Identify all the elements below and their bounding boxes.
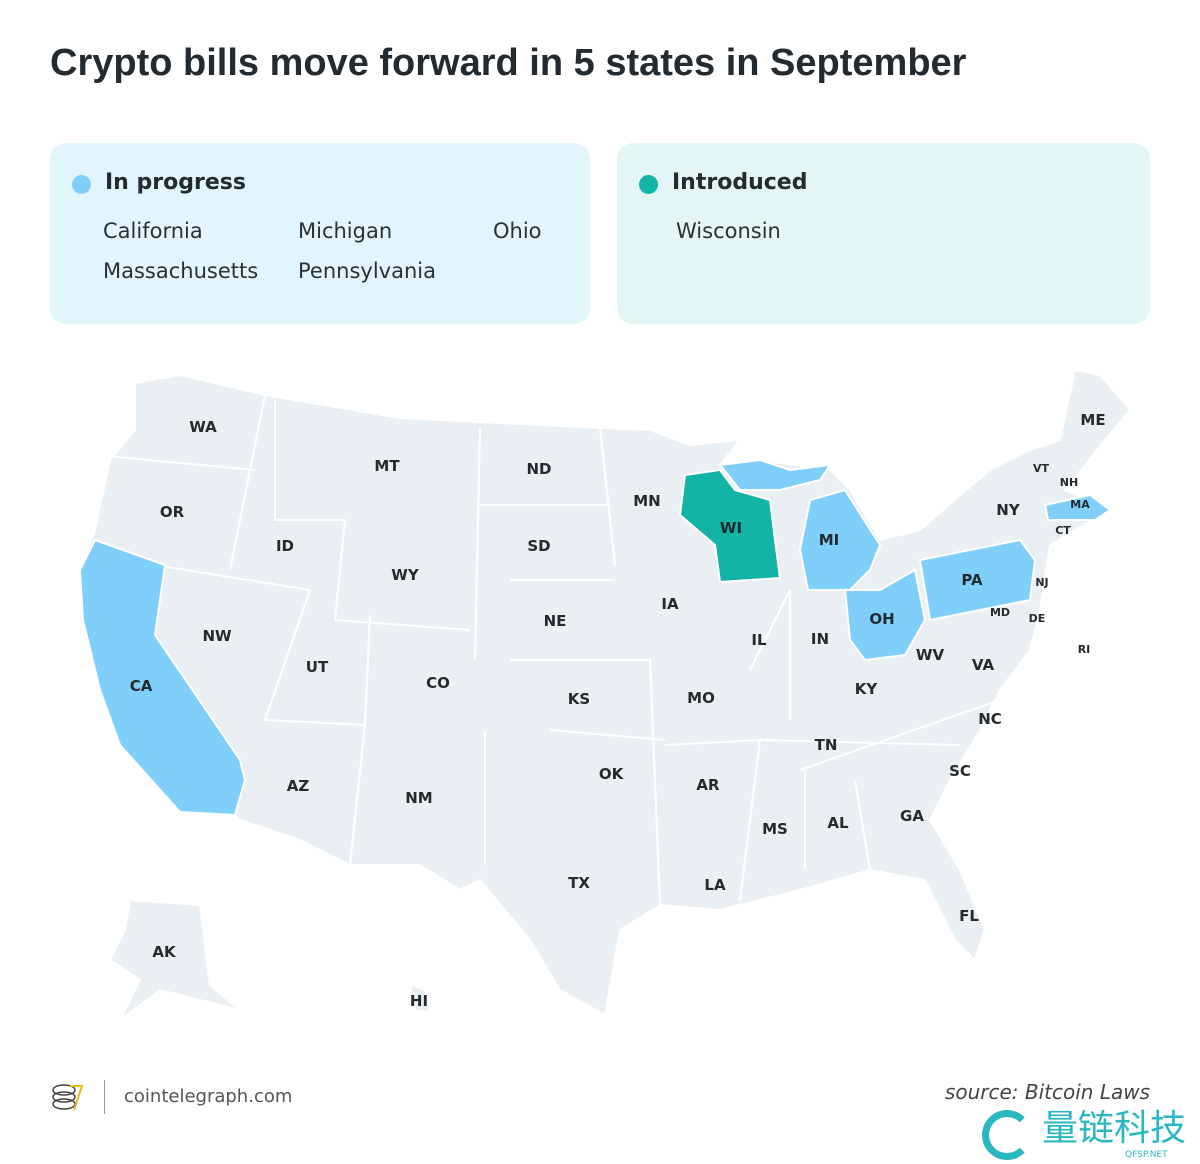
- legend-heading: In progress: [105, 170, 246, 195]
- state-label-sc: SC: [949, 762, 971, 780]
- watermark-logo-icon: [982, 1110, 1032, 1160]
- legend-state: Ohio: [493, 219, 542, 243]
- state-label-pa: PA: [961, 571, 983, 589]
- state-label-ok: OK: [599, 765, 625, 783]
- state-label-ct: CT: [1055, 524, 1071, 537]
- state-label-wv: WV: [916, 646, 945, 664]
- state-label-ga: GA: [900, 807, 924, 825]
- state-label-ca: CA: [130, 677, 153, 695]
- state-label-wa: WA: [189, 418, 217, 436]
- state-label-id: ID: [276, 537, 294, 555]
- state-label-wi: WI: [720, 519, 742, 537]
- state-label-fl: FL: [959, 907, 979, 925]
- footer-divider: [104, 1080, 105, 1114]
- state-label-ut: UT: [306, 658, 329, 676]
- state-label-nc: NC: [978, 710, 1002, 728]
- hawaii-shape: [408, 983, 432, 1014]
- state-label-or: OR: [160, 503, 185, 521]
- state-label-mn: MN: [633, 492, 660, 510]
- state-label-ar: AR: [696, 776, 720, 794]
- state-pennsylvania: [918, 538, 1037, 622]
- legend-state: Massachusetts: [103, 259, 259, 283]
- legend-heading: Introduced: [672, 170, 808, 195]
- alaska-shape: [108, 898, 241, 1021]
- state-california: [78, 538, 247, 817]
- state-label-ri: RI: [1078, 643, 1091, 656]
- state-massachusetts: [1043, 493, 1112, 521]
- state-label-mo: MO: [687, 689, 715, 707]
- state-label-la: LA: [704, 876, 726, 894]
- state-label-al: AL: [827, 814, 849, 832]
- state-label-nh: NH: [1060, 476, 1078, 489]
- legend-state: Wisconsin: [676, 219, 781, 243]
- legend-state: California: [103, 219, 203, 243]
- state-ohio: [843, 568, 927, 662]
- state-label-in: IN: [811, 630, 829, 648]
- state-label-nd: ND: [526, 460, 551, 478]
- state-label-nm: NM: [405, 789, 432, 807]
- state-label-ny: NY: [996, 501, 1021, 519]
- state-label-sd: SD: [527, 537, 550, 555]
- brand-link[interactable]: cointelegraph.com: [124, 1086, 293, 1107]
- state-label-mt: MT: [374, 457, 400, 475]
- state-label-me: ME: [1080, 411, 1105, 429]
- state-wisconsin: [678, 468, 782, 584]
- watermark: 量链科技: [1042, 1108, 1187, 1149]
- cointelegraph-logo-icon: [50, 1080, 86, 1114]
- state-label-hi: HI: [410, 992, 428, 1010]
- legend-in-progress: In progress California Michigan Ohio Mas…: [50, 143, 590, 324]
- state-label-ms: MS: [762, 820, 788, 838]
- state-label-ak: AK: [152, 943, 177, 961]
- state-label-tn: TN: [815, 736, 838, 754]
- state-label-wy: WY: [391, 566, 420, 584]
- state-label-ne: NE: [544, 612, 567, 630]
- state-label-nj: NJ: [1035, 576, 1048, 589]
- state-label-vt: VT: [1033, 462, 1050, 475]
- state-label-ia: IA: [661, 595, 679, 613]
- state-label-ma: MA: [1070, 498, 1090, 511]
- state-label-oh: OH: [869, 610, 894, 628]
- watermark-sub: QFSP.NET: [1125, 1150, 1168, 1160]
- state-borders: [94, 394, 1001, 906]
- state-label-ky: KY: [855, 680, 879, 698]
- legend-state: Michigan: [298, 219, 393, 243]
- state-label-ks: KS: [568, 690, 590, 708]
- introduced-dot-icon: [639, 175, 658, 194]
- state-michigan: [798, 488, 882, 591]
- page-title: Crypto bills move forward in 5 states in…: [50, 42, 967, 84]
- state-label-va: VA: [972, 656, 995, 674]
- state-label-nw: NW: [202, 627, 232, 645]
- state-label-de: DE: [1029, 612, 1046, 625]
- state-label-tx: TX: [568, 874, 590, 892]
- state-label-az: AZ: [287, 777, 310, 795]
- state-michigan-upper: [718, 458, 833, 491]
- state-label-md: MD: [990, 606, 1010, 619]
- in-progress-dot-icon: [72, 175, 91, 194]
- state-label-mi: MI: [819, 531, 840, 549]
- state-label-il: IL: [751, 631, 767, 649]
- source-text: source: Bitcoin Laws: [944, 1080, 1150, 1104]
- state-label-co: CO: [426, 674, 450, 692]
- legend-introduced: Introduced Wisconsin: [617, 143, 1150, 324]
- legend-state: Pennsylvania: [298, 259, 436, 283]
